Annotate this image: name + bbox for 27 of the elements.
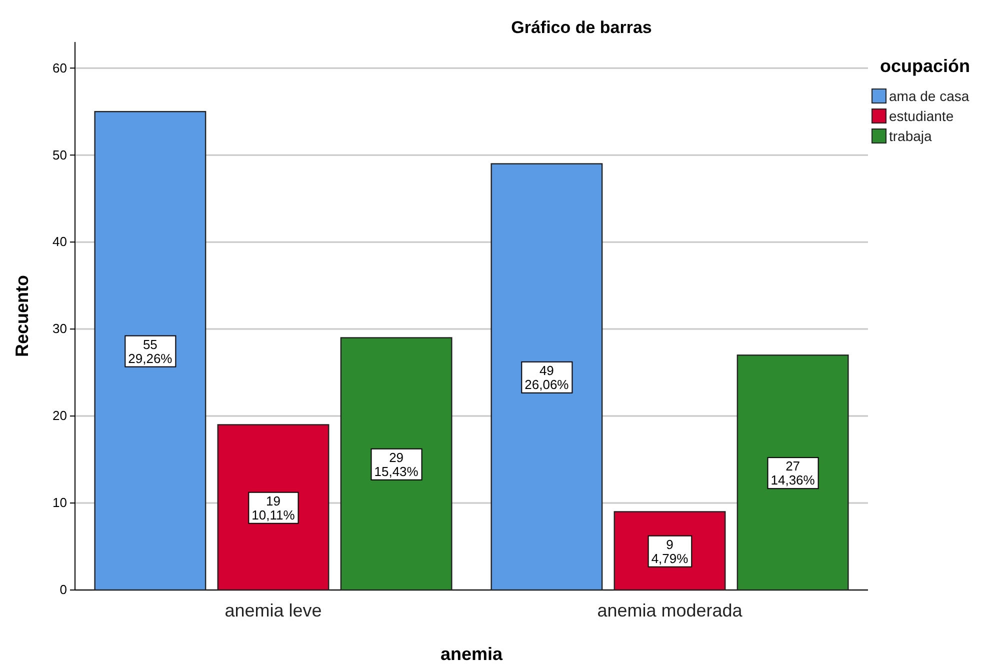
data-label: 9 4,79% — [651, 536, 689, 566]
data-label: 27 14,36% — [770, 458, 816, 488]
y-tick-label: 0 — [60, 582, 67, 598]
data-label: 55 29,26% — [128, 336, 173, 366]
x-tick-label: anemia leve — [224, 600, 322, 620]
y-tick-label: 20 — [52, 408, 67, 424]
y-tick-label: 50 — [52, 147, 67, 162]
bar — [490, 163, 603, 591]
legend-label: estudiante — [889, 108, 954, 124]
chart-title: Gráfico de barras — [511, 18, 652, 37]
data-label: 29 15,43% — [374, 450, 419, 479]
y-axis-title: Recuento — [12, 274, 32, 358]
bar — [94, 110, 206, 591]
bar — [340, 337, 452, 591]
legend-label: trabaja — [889, 128, 932, 144]
data-label: 49 26,06% — [524, 362, 570, 392]
bar — [217, 424, 330, 591]
y-tick-label: 40 — [52, 234, 67, 250]
y-tick-label: 30 — [52, 321, 67, 336]
bar — [736, 354, 849, 591]
y-tick-label: 10 — [52, 495, 67, 510]
x-tick-label: anemia moderada — [597, 600, 744, 620]
data-label: 19 10,11% — [252, 493, 296, 522]
legend-title: ocupación — [880, 56, 970, 76]
legend-label: ama de casa — [889, 88, 970, 104]
x-axis-title: anemia — [440, 644, 504, 664]
y-tick-label: 60 — [52, 60, 67, 76]
